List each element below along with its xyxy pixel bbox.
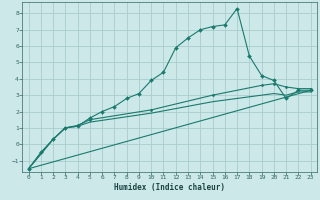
X-axis label: Humidex (Indice chaleur): Humidex (Indice chaleur) (114, 183, 225, 192)
